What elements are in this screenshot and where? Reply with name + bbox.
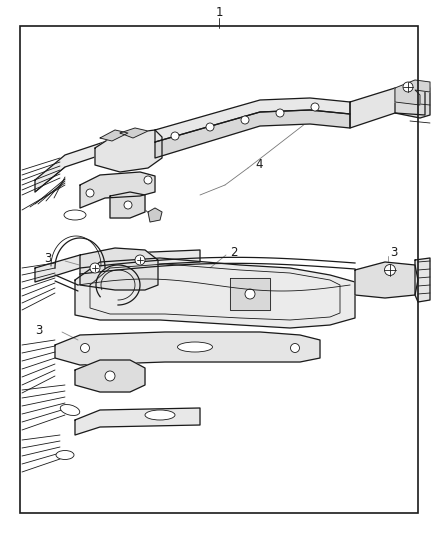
Polygon shape (35, 250, 200, 282)
Polygon shape (75, 258, 355, 328)
Circle shape (135, 255, 145, 265)
Polygon shape (230, 278, 270, 310)
Polygon shape (100, 130, 128, 141)
Polygon shape (35, 135, 155, 192)
Circle shape (276, 109, 284, 117)
Polygon shape (355, 262, 418, 298)
Text: 3: 3 (390, 246, 397, 259)
Circle shape (124, 201, 132, 209)
Ellipse shape (64, 210, 86, 220)
Circle shape (385, 264, 396, 276)
Polygon shape (75, 408, 200, 435)
Polygon shape (395, 85, 430, 118)
Polygon shape (80, 172, 155, 208)
Circle shape (290, 343, 300, 352)
Polygon shape (110, 192, 145, 218)
Circle shape (144, 176, 152, 184)
Text: 3: 3 (44, 252, 52, 264)
Polygon shape (95, 130, 162, 172)
Polygon shape (80, 248, 158, 290)
Polygon shape (148, 208, 162, 222)
Ellipse shape (60, 405, 80, 416)
Polygon shape (75, 360, 145, 392)
Polygon shape (415, 258, 430, 302)
Text: 1: 1 (215, 5, 223, 19)
Polygon shape (155, 110, 350, 158)
Text: 2: 2 (230, 246, 237, 259)
Circle shape (245, 289, 255, 299)
Circle shape (90, 263, 100, 273)
Circle shape (171, 132, 179, 140)
Circle shape (105, 371, 115, 381)
Circle shape (241, 116, 249, 124)
Text: 3: 3 (35, 324, 42, 336)
Polygon shape (155, 98, 350, 142)
Circle shape (403, 82, 413, 92)
Text: 4: 4 (255, 158, 262, 172)
Polygon shape (350, 88, 425, 128)
Circle shape (311, 103, 319, 111)
Circle shape (86, 189, 94, 197)
Ellipse shape (56, 450, 74, 459)
Circle shape (81, 343, 89, 352)
Circle shape (206, 123, 214, 131)
Polygon shape (120, 128, 148, 138)
Ellipse shape (177, 342, 212, 352)
Polygon shape (395, 80, 430, 105)
Ellipse shape (145, 410, 175, 420)
Polygon shape (55, 332, 320, 365)
